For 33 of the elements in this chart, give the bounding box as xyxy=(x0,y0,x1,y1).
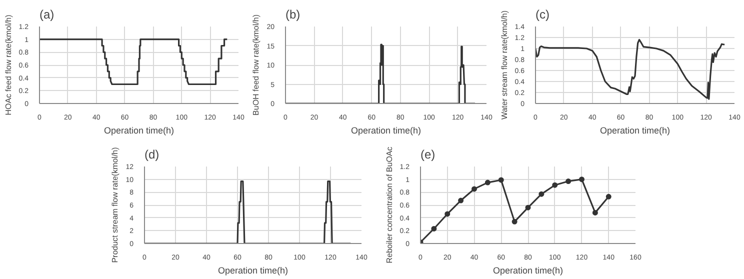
chart-title: (e) xyxy=(420,148,436,162)
point xyxy=(552,182,558,188)
line-series xyxy=(286,44,476,104)
x-axis-title: Operation time(h) xyxy=(104,126,174,136)
point xyxy=(458,198,464,204)
x-axis-title: Operation time(h) xyxy=(350,126,422,136)
y-axis-title: HOAc feed flow rate(kmol/h) xyxy=(4,14,13,116)
point xyxy=(484,180,490,186)
point xyxy=(592,210,598,216)
y-axis-title: BuOH feed flow rate(kmol/h) xyxy=(252,14,261,116)
point xyxy=(525,204,531,210)
line-series xyxy=(40,38,228,86)
x-axis-title: Operation time(h) xyxy=(492,266,564,276)
y-axis-title: Reboiler concentration of BuOAc xyxy=(384,146,394,264)
point xyxy=(472,186,477,192)
chart-title: (a) xyxy=(40,8,54,22)
chart-title: (b) xyxy=(286,8,300,22)
chart-title: (c) xyxy=(536,8,550,22)
chart-title: (d) xyxy=(144,148,160,162)
point xyxy=(512,218,518,224)
y-axis-title: Water stream flow rate(kmol/h) xyxy=(500,10,509,120)
line-series xyxy=(536,38,726,100)
point xyxy=(444,211,450,217)
point xyxy=(579,176,584,182)
x-axis-title: Operation time(h) xyxy=(600,126,670,136)
y-axis-title: Product stream flow rate(kmol/h) xyxy=(110,146,120,263)
point xyxy=(566,178,572,184)
point xyxy=(431,226,437,232)
line-series xyxy=(144,180,352,244)
point xyxy=(606,194,612,200)
point xyxy=(538,191,544,197)
point xyxy=(498,177,504,183)
x-axis-title: Operation time(h) xyxy=(218,266,288,276)
